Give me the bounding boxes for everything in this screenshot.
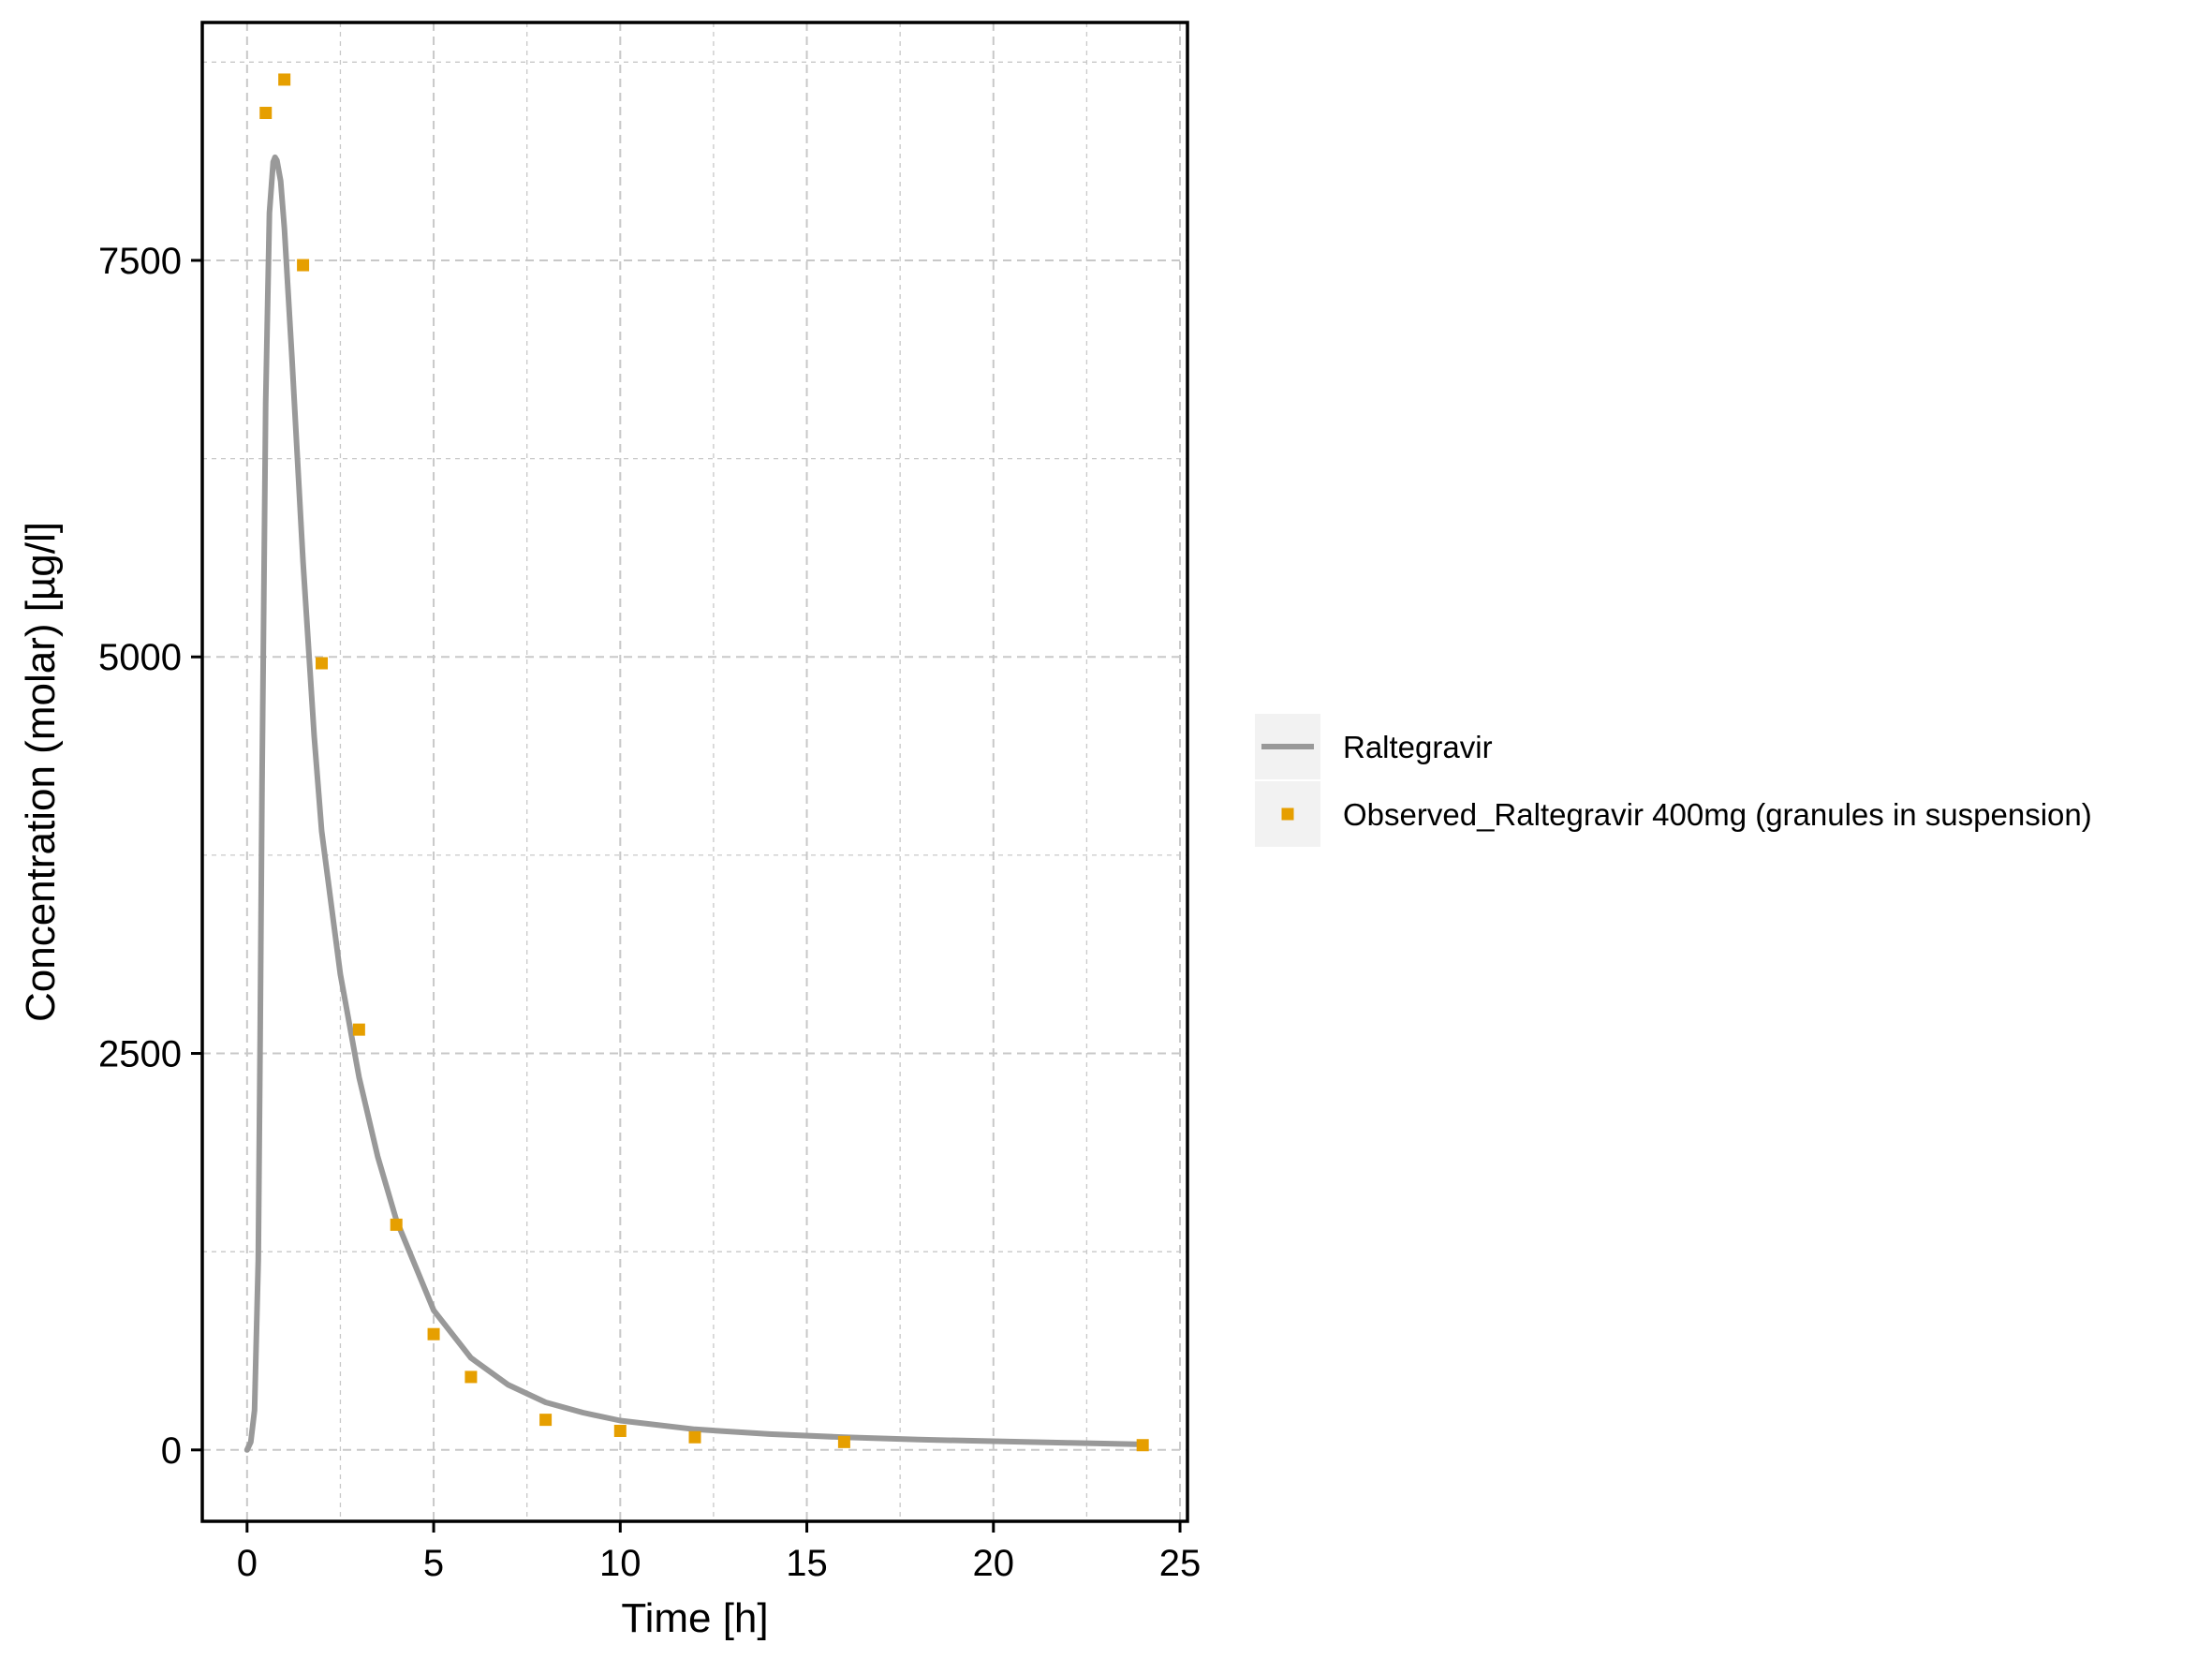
grid	[202, 22, 1187, 1521]
observed-point	[465, 1370, 478, 1384]
observed-point	[259, 107, 273, 120]
y-tick-label: 2500	[98, 1034, 182, 1075]
x-tick-label: 25	[1159, 1543, 1202, 1584]
x-tick-label: 20	[973, 1543, 1015, 1584]
series-line-raltegravir	[243, 154, 1146, 1453]
plot-content	[243, 73, 1149, 1453]
x-axis-title: Time [h]	[621, 1595, 768, 1641]
x-tick-label: 10	[599, 1543, 641, 1584]
y-tick-label: 5000	[98, 637, 182, 678]
legend-point-swatch	[1281, 807, 1294, 821]
x-tick-label: 0	[237, 1543, 258, 1584]
observed-point	[427, 1327, 440, 1341]
y-axis-title: Concentration (molar) [µg/l]	[18, 522, 64, 1022]
legend-label-raltegravir: Raltegravir	[1343, 730, 1493, 764]
y-tick-label: 7500	[98, 241, 182, 282]
observed-point	[837, 1435, 850, 1448]
observed-point	[539, 1414, 553, 1427]
observed-point	[1136, 1439, 1149, 1452]
observed-point	[297, 259, 310, 272]
panel-border	[200, 21, 1189, 1523]
legend-entry-observed: Observed_Raltegravir 400mg (granules in …	[1255, 781, 2092, 847]
observed-point	[278, 73, 291, 86]
legend-label-observed: Observed_Raltegravir 400mg (granules in …	[1343, 797, 2092, 832]
x-tick-label: 15	[786, 1543, 828, 1584]
legend-entry-simulated: Raltegravir	[1255, 714, 1493, 779]
observed-point	[613, 1424, 627, 1437]
legend: Raltegravir Observed_Raltegravir 400mg (…	[1255, 714, 2092, 847]
y-tick-label: 0	[161, 1430, 182, 1472]
observed-point	[352, 1023, 365, 1036]
axes: 0 5 10 15 20 25 0 2500 5000 7500	[98, 241, 1201, 1584]
observed-point	[316, 657, 329, 670]
observed-point	[688, 1430, 701, 1444]
x-tick-label: 5	[423, 1543, 444, 1584]
observed-point	[390, 1218, 403, 1231]
